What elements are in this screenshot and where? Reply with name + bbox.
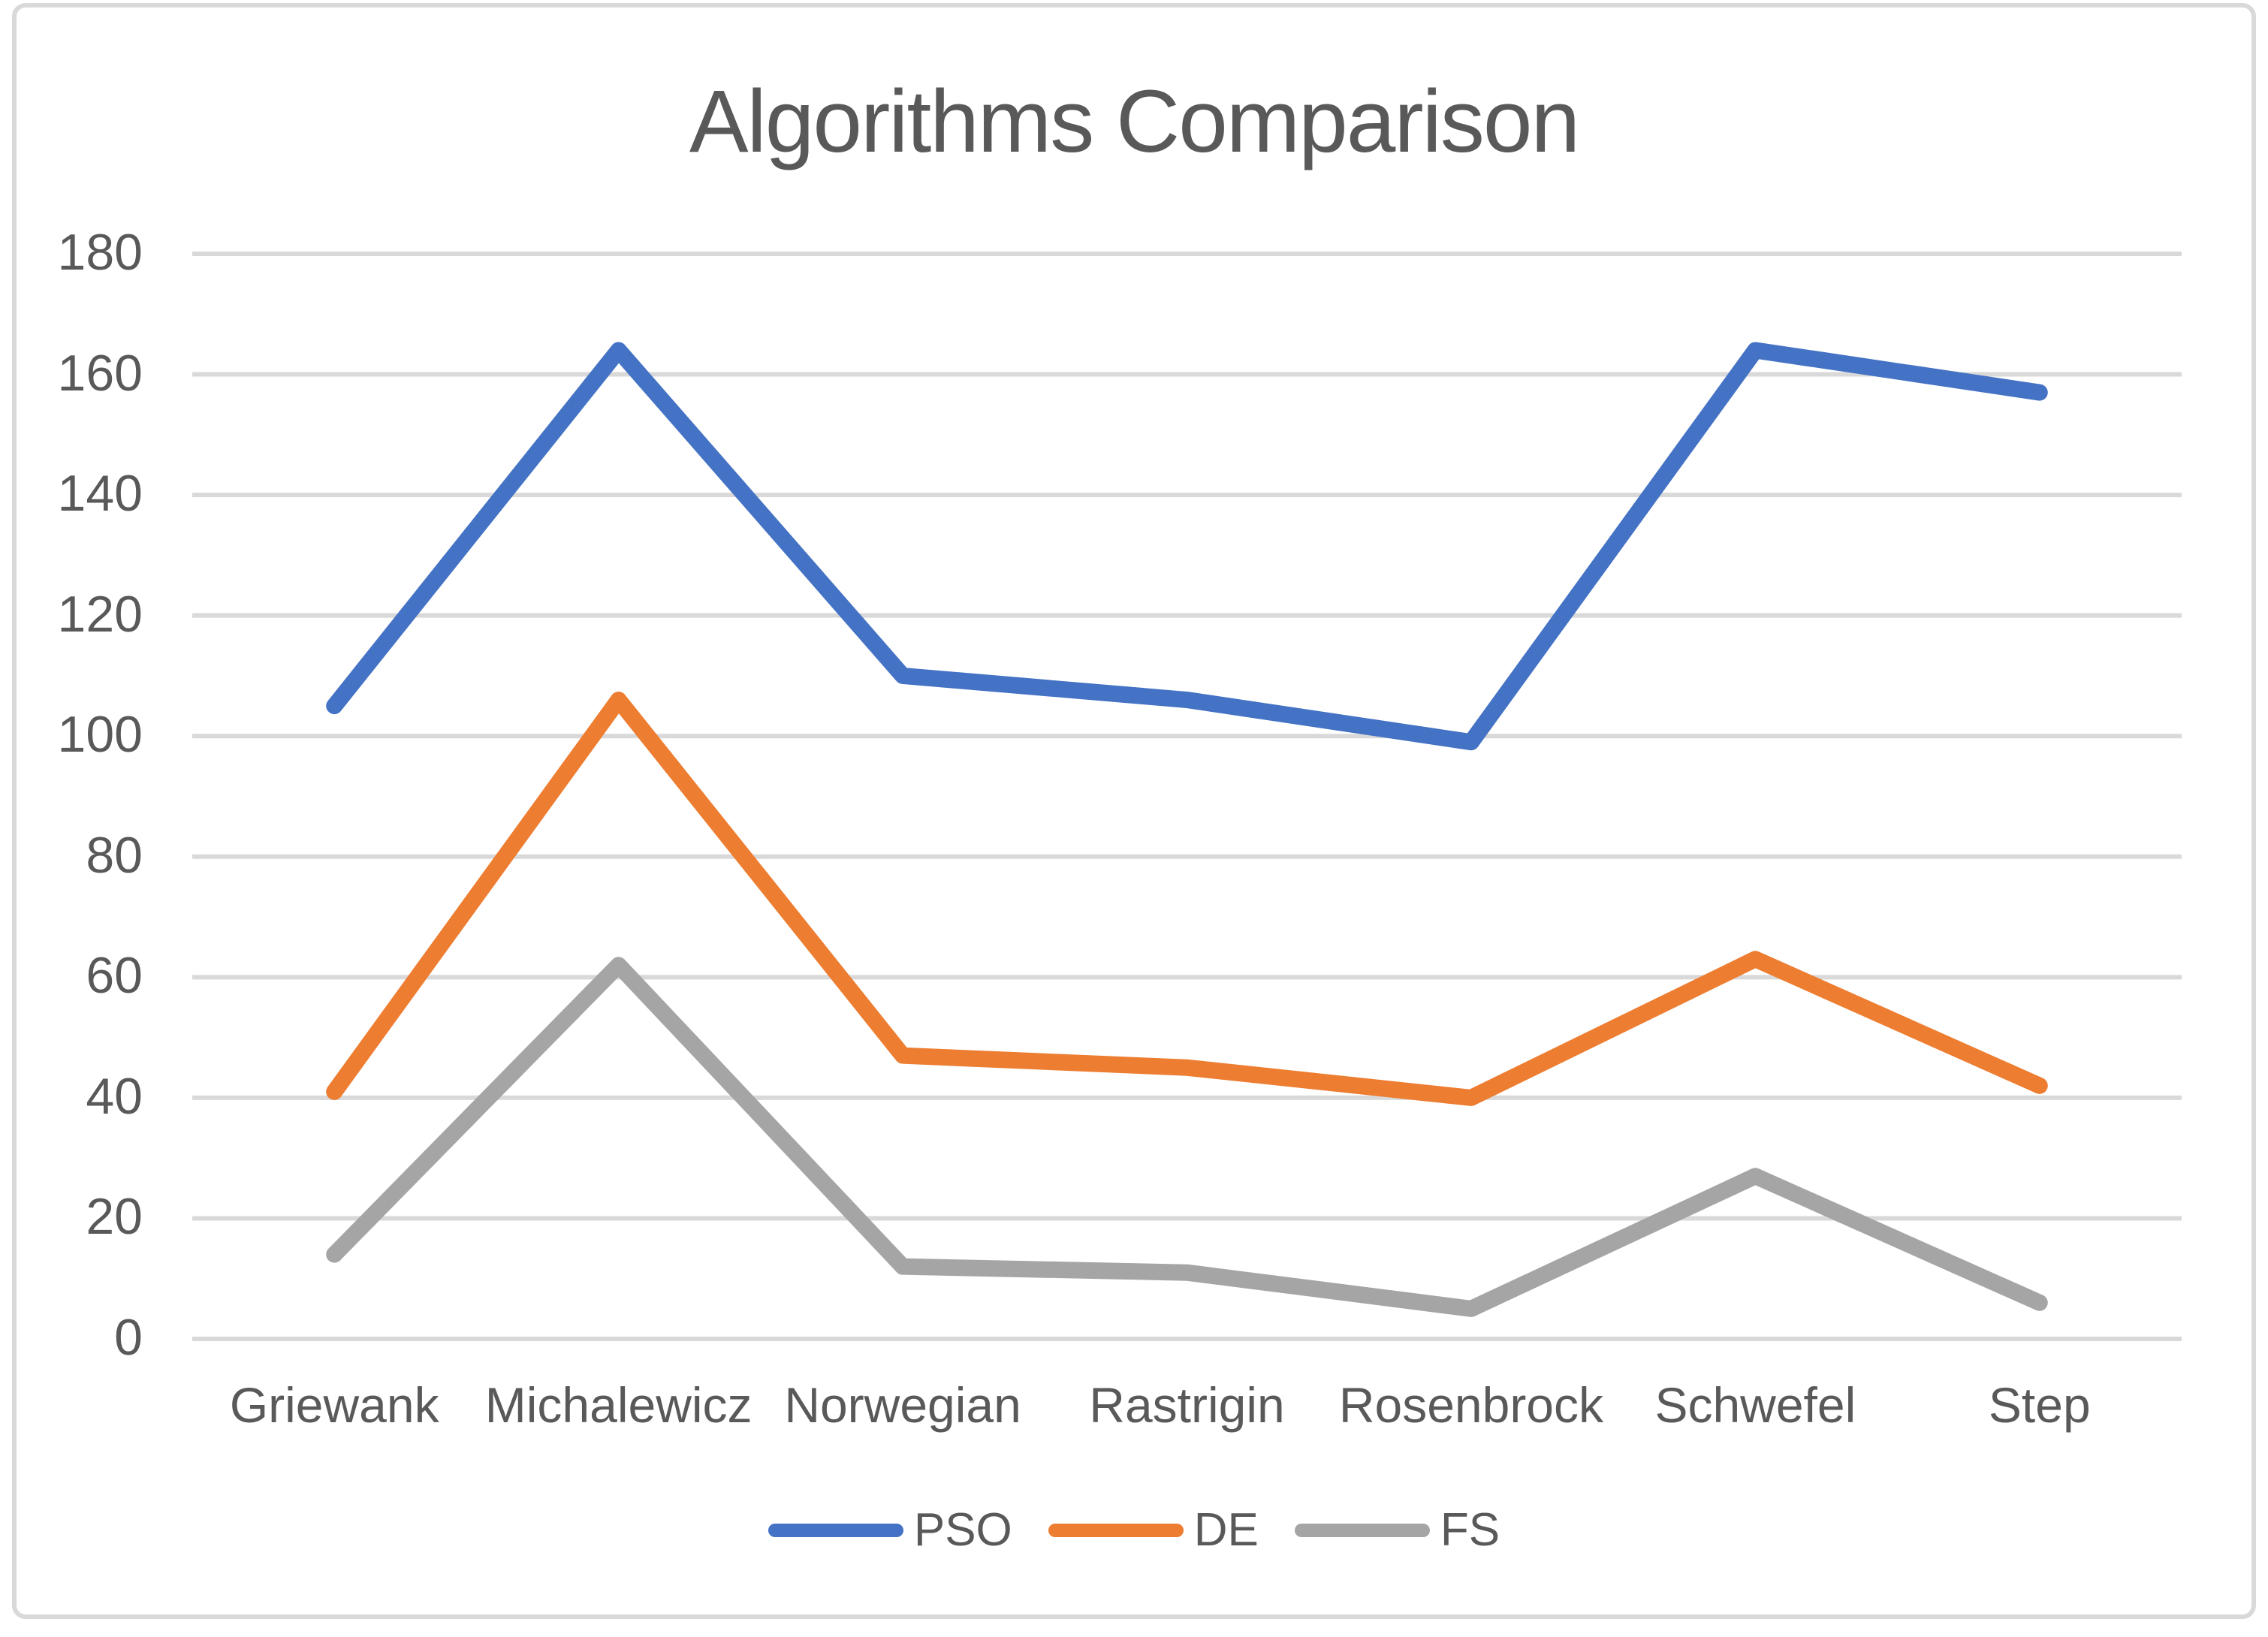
x-axis-label-step: Step <box>1988 1377 2091 1433</box>
chart-title: Algorithms Comparison <box>689 72 1580 171</box>
x-axis-label-rosenbrock: Rosenbrock <box>1338 1377 1603 1433</box>
series-line-de[interactable] <box>326 692 2048 1106</box>
y-axis-label-140: 140 <box>57 465 143 523</box>
pso-line-swatch-icon <box>768 1524 903 1537</box>
legend-item-fs[interactable]: FS <box>1294 1504 1500 1556</box>
y-axis-label-120: 120 <box>57 585 143 643</box>
y-axis-label-180: 180 <box>57 224 143 281</box>
y-axis-label-0: 0 <box>114 1309 143 1366</box>
legend-item-de[interactable]: DE <box>1048 1507 1259 1554</box>
y-axis-label-80: 80 <box>86 826 143 884</box>
x-axis-label-norwegian: Norwegian <box>784 1377 1021 1433</box>
legend-label-pso: PSO <box>913 1504 1012 1556</box>
de-line-swatch-icon <box>1048 1524 1184 1537</box>
x-axis-label-schwefel: Schwefel <box>1654 1377 1856 1433</box>
series-line-pso[interactable] <box>326 342 2048 751</box>
y-axis-label-160: 160 <box>57 344 143 402</box>
x-axis-label-griewank: Griewank <box>229 1377 439 1433</box>
legend: PSO DE FS <box>0 1502 2268 1559</box>
x-axis-label-michalewicz: Michalewicz <box>484 1377 752 1433</box>
fs-line-swatch-icon <box>1294 1524 1430 1537</box>
legend-item-pso[interactable]: PSO <box>768 1507 1012 1554</box>
y-axis-label-40: 40 <box>86 1067 143 1125</box>
legend-label-fs: FS <box>1440 1504 1500 1556</box>
series-line-fs[interactable] <box>326 957 2048 1317</box>
y-axis-label-60: 60 <box>86 947 143 1005</box>
y-axis-label-100: 100 <box>57 706 143 764</box>
legend-label-de: DE <box>1193 1504 1259 1556</box>
x-axis-label-rastrigin: Rastrigin <box>1089 1377 1285 1433</box>
y-axis-label-20: 20 <box>86 1188 143 1246</box>
